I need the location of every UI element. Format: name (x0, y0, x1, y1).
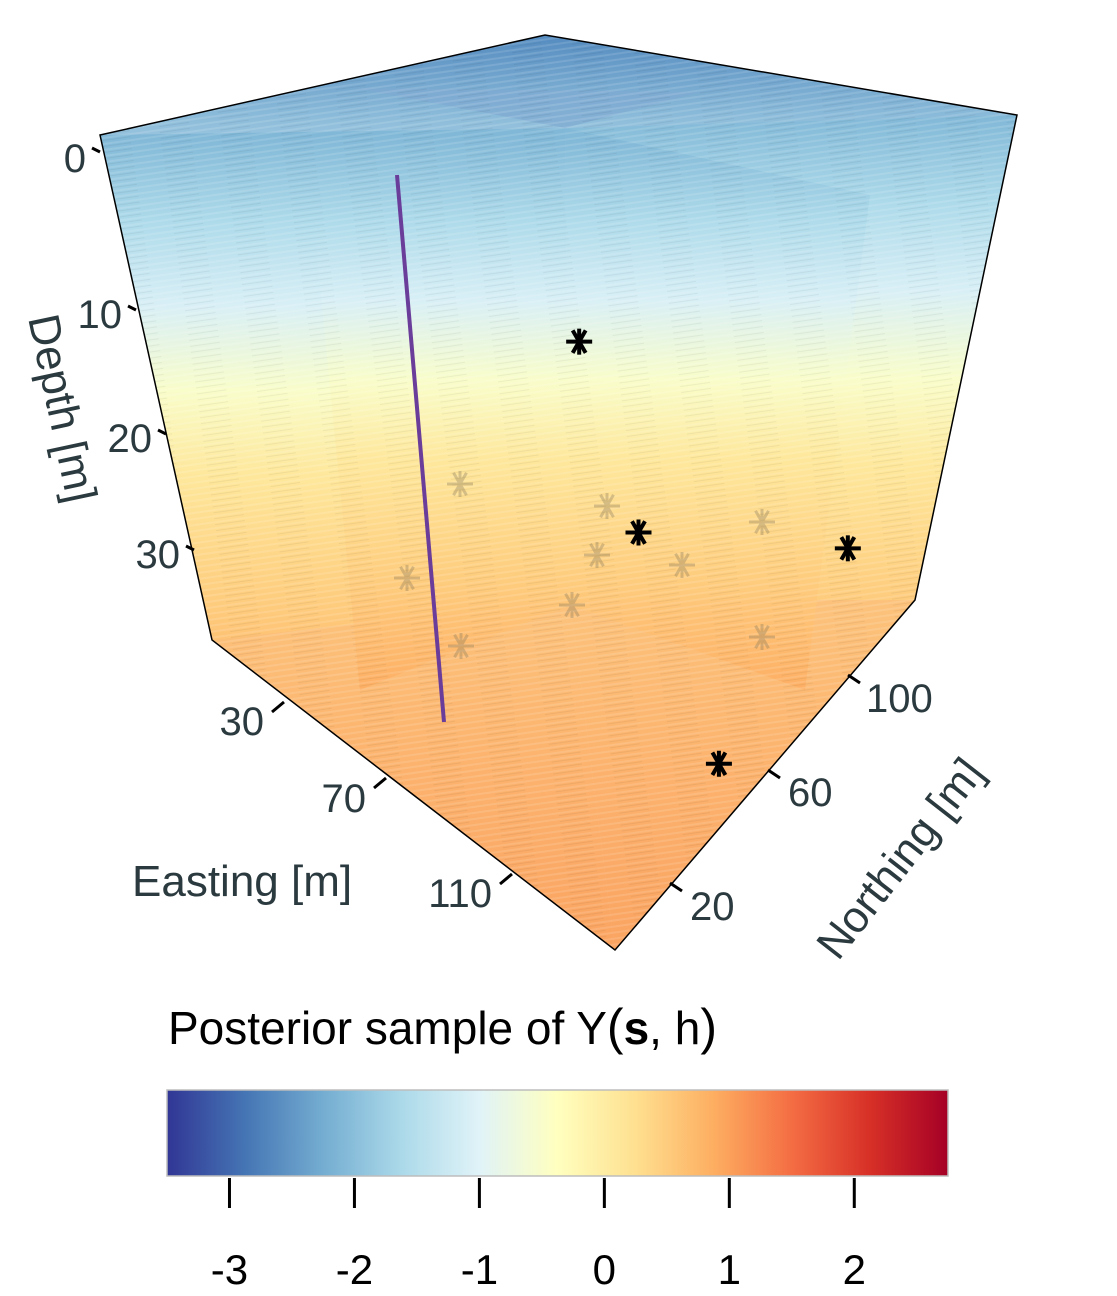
colorbar-legend: Posterior sample of Y(s, h) -3 -2 -1 0 1 2 (166, 999, 949, 1293)
colorbar-title-prefix: Posterior sample of Y (168, 1002, 607, 1054)
northing-tick (669, 881, 683, 893)
colorbar (166, 1089, 949, 1177)
easting-tick-label: 30 (220, 700, 265, 744)
depth-tick (157, 428, 167, 436)
depth-axis-title: Depth [m] (18, 310, 106, 507)
easting-axis-title: Easting [m] (132, 857, 352, 906)
faded-borehole-marker (448, 633, 474, 659)
depth-tick (185, 544, 195, 552)
easting-tick (271, 700, 285, 714)
colorbar-tick-label: -2 (336, 1246, 373, 1293)
faded-borehole-marker (749, 509, 775, 535)
colorbar-title: Posterior sample of Y(s, h) (168, 999, 717, 1055)
borehole-marker (625, 519, 652, 546)
texture-overlay (100, 35, 1017, 950)
colorbar-title-paren-open: ( (607, 999, 624, 1055)
colorbar-tick-label: 0 (593, 1246, 616, 1293)
block-3d (99, 34, 1018, 952)
borehole-marker (834, 535, 861, 562)
faded-borehole-marker (669, 552, 695, 578)
colorbar-ticks: -3 -2 -1 0 1 2 (211, 1178, 866, 1293)
easting-tick (499, 872, 513, 886)
faded-borehole-marker (559, 592, 585, 618)
northing-tick (847, 673, 861, 685)
faded-borehole-marker (594, 493, 620, 519)
depth-tick (91, 146, 101, 154)
northing-tick-label: 60 (788, 771, 833, 815)
easting-tick (373, 776, 387, 790)
faded-borehole-marker (447, 471, 473, 497)
colorbar-tick-label: 1 (718, 1246, 741, 1293)
borehole-markers (566, 328, 861, 777)
northing-tick-label: 100 (866, 677, 933, 721)
vertical-profile-line (395, 174, 446, 723)
northing-tick-label: 20 (690, 885, 735, 929)
faded-borehole-marker (394, 565, 420, 591)
faded-borehole-marker (749, 624, 775, 650)
northing-axis-title: Northing [m] (807, 749, 993, 968)
depth-tick-label: 30 (136, 533, 181, 577)
colorbar-title-bold: s (624, 1002, 650, 1054)
depth-tick (127, 304, 137, 312)
easting-tick-label: 110 (428, 872, 492, 916)
faded-markers (394, 471, 775, 659)
easting-tick-label: 70 (322, 777, 367, 821)
colorbar-title-suffix: , h (649, 1002, 700, 1054)
colorbar-tick-label: 2 (843, 1246, 866, 1293)
borehole-marker (566, 328, 593, 355)
colorbar-title-paren-close: ) (700, 999, 717, 1055)
colorbar-tick-label: -1 (461, 1246, 498, 1293)
faded-borehole-marker (584, 542, 610, 568)
easting-axis: 30 70 110 Easting [m] (132, 700, 513, 916)
northing-tick (767, 768, 781, 780)
block-outline (99, 34, 1018, 952)
depth-tick-label: 20 (108, 417, 153, 461)
depth-tick-label: 10 (78, 293, 123, 337)
depth-tick-label: 0 (64, 137, 86, 181)
borehole-marker (705, 750, 732, 777)
colorbar-tick-label: -3 (211, 1246, 248, 1293)
